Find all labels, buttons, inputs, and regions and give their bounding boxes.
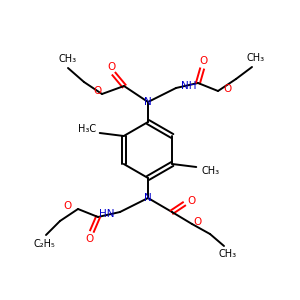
Text: HN: HN xyxy=(98,209,114,219)
Text: N: N xyxy=(144,193,152,203)
Text: NH: NH xyxy=(181,81,197,91)
Text: O: O xyxy=(93,86,101,96)
Text: O: O xyxy=(194,217,202,227)
Text: O: O xyxy=(200,56,208,66)
Text: O: O xyxy=(64,201,72,211)
Text: C₂H₅: C₂H₅ xyxy=(33,239,55,249)
Text: CH₃: CH₃ xyxy=(201,166,219,176)
Text: O: O xyxy=(85,234,93,244)
Text: O: O xyxy=(107,62,115,72)
Text: N: N xyxy=(144,97,152,107)
Text: O: O xyxy=(187,196,195,206)
Text: O: O xyxy=(223,84,231,94)
Text: CH₃: CH₃ xyxy=(219,249,237,259)
Text: H₃C: H₃C xyxy=(78,124,96,134)
Text: CH₃: CH₃ xyxy=(59,54,77,64)
Text: CH₃: CH₃ xyxy=(247,53,265,63)
